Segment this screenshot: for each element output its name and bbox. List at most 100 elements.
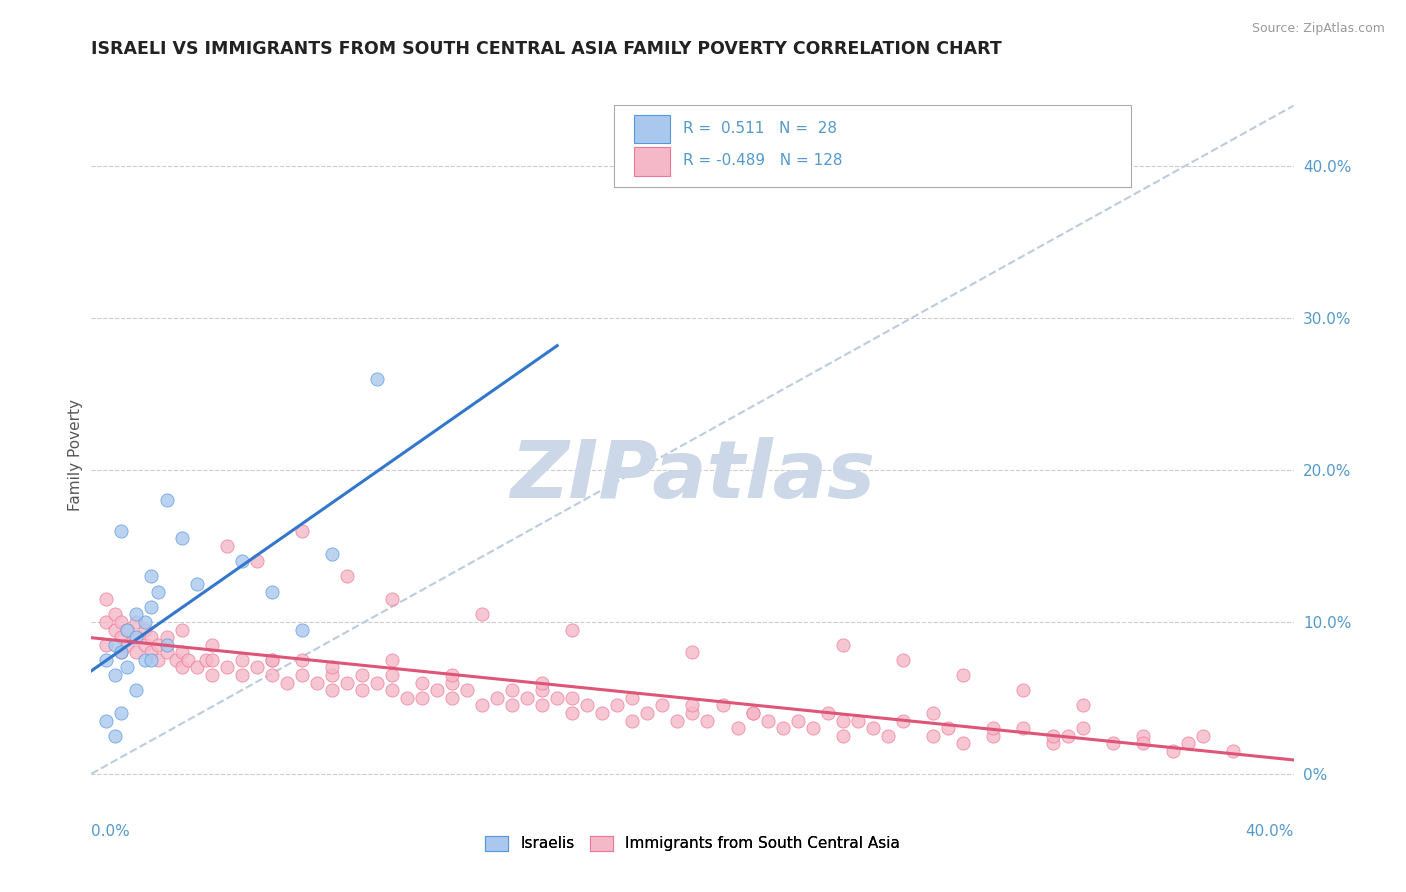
Point	[621, 690, 644, 705]
Point	[862, 721, 884, 735]
Point	[891, 653, 914, 667]
Point	[727, 721, 749, 735]
Point	[155, 645, 177, 659]
Point	[141, 630, 163, 644]
Point	[981, 729, 1004, 743]
Point	[1012, 683, 1035, 698]
Point	[96, 592, 118, 607]
Point	[201, 638, 224, 652]
Point	[591, 706, 613, 720]
Text: 0.0%: 0.0%	[91, 824, 131, 838]
Point	[141, 653, 163, 667]
Point	[155, 630, 177, 644]
Point	[141, 599, 163, 614]
Point	[291, 668, 314, 682]
Point	[104, 668, 127, 682]
Point	[134, 638, 156, 652]
Point	[666, 714, 689, 728]
Point	[231, 653, 253, 667]
Point	[891, 714, 914, 728]
Point	[146, 584, 169, 599]
Point	[621, 714, 644, 728]
Legend: Israelis, Immigrants from South Central Asia: Israelis, Immigrants from South Central …	[479, 830, 905, 857]
Point	[426, 683, 449, 698]
Point	[440, 668, 463, 682]
Point	[336, 675, 359, 690]
Point	[952, 668, 974, 682]
Point	[231, 668, 253, 682]
Point	[831, 638, 853, 652]
Point	[146, 638, 169, 652]
Point	[170, 623, 193, 637]
Point	[186, 577, 208, 591]
Point	[381, 683, 404, 698]
Point	[831, 729, 853, 743]
Point	[1161, 744, 1184, 758]
Point	[194, 653, 217, 667]
Point	[681, 706, 703, 720]
Text: 40.0%: 40.0%	[1246, 824, 1294, 838]
Point	[321, 660, 343, 674]
Point	[546, 690, 568, 705]
Point	[1071, 721, 1094, 735]
Y-axis label: Family Poverty: Family Poverty	[67, 399, 83, 511]
Point	[104, 638, 127, 652]
Point	[215, 660, 238, 674]
Point	[276, 675, 298, 690]
Point	[165, 653, 187, 667]
Point	[1071, 698, 1094, 713]
Point	[711, 698, 734, 713]
Point	[456, 683, 478, 698]
Point	[155, 638, 177, 652]
Text: ISRAELI VS IMMIGRANTS FROM SOUTH CENTRAL ASIA FAMILY POVERTY CORRELATION CHART: ISRAELI VS IMMIGRANTS FROM SOUTH CENTRAL…	[91, 40, 1002, 58]
Point	[831, 714, 853, 728]
Point	[876, 729, 898, 743]
Point	[381, 653, 404, 667]
Point	[516, 690, 538, 705]
Point	[772, 721, 794, 735]
Point	[246, 554, 269, 568]
Point	[817, 706, 839, 720]
Text: R =  0.511   N =  28: R = 0.511 N = 28	[683, 121, 837, 136]
Point	[260, 584, 283, 599]
Point	[801, 721, 824, 735]
Point	[125, 630, 148, 644]
Point	[134, 623, 156, 637]
Point	[117, 623, 139, 637]
Point	[110, 630, 132, 644]
Point	[176, 653, 198, 667]
Text: R = -0.489   N = 128: R = -0.489 N = 128	[683, 153, 842, 169]
Point	[110, 645, 132, 659]
FancyBboxPatch shape	[614, 105, 1132, 187]
Point	[440, 690, 463, 705]
Point	[786, 714, 808, 728]
Point	[96, 653, 118, 667]
Point	[1042, 729, 1064, 743]
Point	[96, 615, 118, 629]
Point	[260, 668, 283, 682]
Point	[395, 690, 418, 705]
Point	[756, 714, 779, 728]
Point	[110, 706, 132, 720]
Point	[741, 706, 763, 720]
Point	[471, 607, 494, 622]
Point	[291, 653, 314, 667]
Point	[350, 683, 373, 698]
Point	[336, 569, 359, 583]
Point	[134, 615, 156, 629]
Point	[531, 675, 554, 690]
Point	[125, 645, 148, 659]
Point	[141, 569, 163, 583]
Point	[440, 675, 463, 690]
Point	[104, 729, 127, 743]
Point	[260, 653, 283, 667]
Point	[134, 653, 156, 667]
Point	[1177, 736, 1199, 750]
Point	[1192, 729, 1215, 743]
Text: Source: ZipAtlas.com: Source: ZipAtlas.com	[1251, 22, 1385, 36]
Point	[981, 721, 1004, 735]
Point	[146, 653, 169, 667]
Point	[471, 698, 494, 713]
Point	[110, 615, 132, 629]
Point	[201, 668, 224, 682]
